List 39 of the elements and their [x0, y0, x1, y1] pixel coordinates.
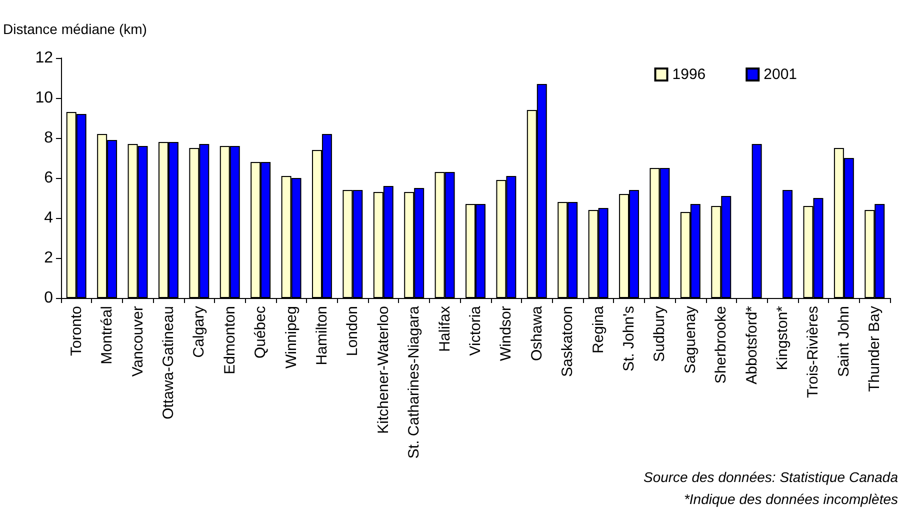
- y-tick-label: 2: [44, 250, 54, 266]
- y-tick-label: 8: [44, 130, 54, 146]
- y-tick-label: 12: [35, 50, 54, 66]
- x-tick-label: Thunder Bay: [866, 306, 884, 392]
- y-axis-title: Distance médiane (km): [3, 21, 147, 37]
- source-note: Source des données: Statistique Canada: [643, 469, 898, 485]
- y-tick-label: 4: [44, 210, 54, 226]
- x-tick-label: St. Catharines-Niagara: [406, 305, 423, 459]
- x-tick-label: Calgary: [190, 306, 208, 358]
- y-tick-label: 10: [35, 90, 54, 106]
- x-tick-label: Winnipeg: [282, 306, 300, 369]
- x-tick-label: Oshawa: [528, 305, 546, 362]
- x-tick-label: Hamilton: [313, 306, 330, 366]
- x-tick-label: Regina: [590, 305, 607, 354]
- legend-label: 2001: [764, 66, 798, 83]
- x-tick-label: London: [344, 306, 362, 356]
- x-tick-label: Windsor: [498, 306, 515, 362]
- x-tick-label: Kitchener-Waterloo: [374, 306, 392, 434]
- x-tick-label: Toronto: [68, 306, 85, 356]
- y-tick-label: 0: [44, 290, 54, 306]
- x-tick-label: Halifax: [436, 306, 454, 352]
- x-tick-label: Kingston*: [774, 306, 792, 370]
- x-tick-label: Sherbrooke: [712, 306, 730, 384]
- x-tick-label: Abbotsford*: [743, 306, 760, 384]
- x-tick-label: Saguenay: [682, 306, 699, 374]
- text: *Indique des données incomplètes: [684, 491, 898, 507]
- y-tick-label: 6: [44, 170, 54, 186]
- x-tick-label: Saskatoon: [559, 306, 576, 377]
- x-tick-label: Edmonton: [221, 306, 238, 374]
- x-tick-label: St. John's: [620, 306, 638, 372]
- x-tick-label: Trois-Rivières: [804, 306, 822, 398]
- x-tick-label: Montréal: [98, 306, 116, 364]
- x-tick-label: Sudbury: [651, 306, 668, 362]
- x-tick-label: Québec: [252, 306, 270, 359]
- legend-label: 1996: [672, 66, 706, 83]
- x-tick-label: Vancouver: [129, 306, 146, 377]
- x-tick-label: Saint John: [835, 306, 852, 377]
- x-tick-label: Ottawa-Gatineau: [160, 306, 177, 420]
- x-tick-label: Victoria: [467, 305, 484, 356]
